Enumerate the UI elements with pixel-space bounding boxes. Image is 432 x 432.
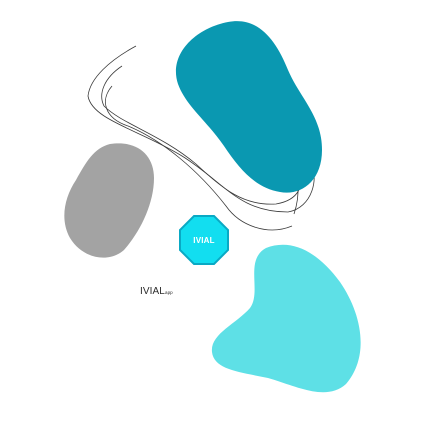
- swirl-line-inner: [105, 85, 293, 231]
- brand-caption: IVIALapp: [140, 286, 173, 297]
- octagon-badge-shape: [179, 215, 229, 265]
- gray-blob-shape: [64, 143, 154, 258]
- octagon-badge-icon: IVIAL: [179, 215, 229, 265]
- swirl-line-outer: [87, 45, 315, 213]
- swirl-line-middle: [101, 65, 302, 205]
- cyan-blob-shape: [211, 244, 361, 393]
- brand-caption-text: IVIAL: [140, 286, 165, 297]
- teal-blob-shape: [175, 21, 322, 193]
- brand-caption-suffix: app: [164, 290, 173, 295]
- octagon-badge-label: IVIAL: [193, 236, 214, 245]
